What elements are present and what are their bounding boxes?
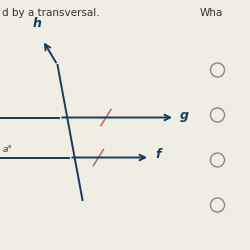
Text: h: h	[33, 17, 42, 30]
Text: a°: a°	[2, 146, 12, 154]
Text: f: f	[155, 148, 160, 162]
Text: Wha: Wha	[200, 8, 223, 18]
Text: g: g	[180, 108, 189, 122]
Text: d by a transversal.: d by a transversal.	[2, 8, 100, 18]
